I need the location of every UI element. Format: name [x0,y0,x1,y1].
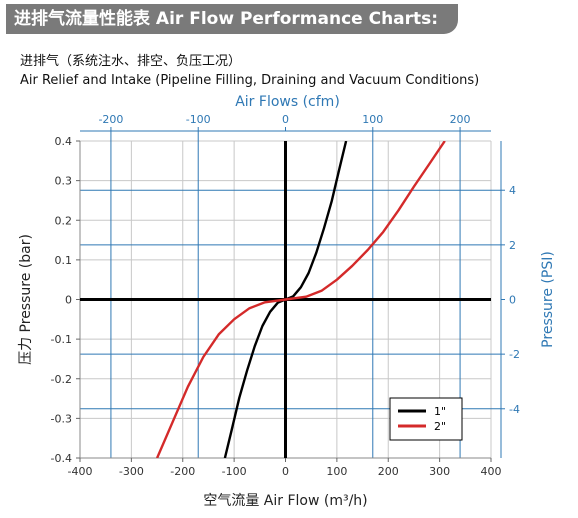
chart-banner-title: 进排气流量性能表 Air Flow Performance Charts: [6,4,458,34]
legend-label-1: 1" [434,405,446,418]
top-tick-label: 100 [362,113,383,126]
right-tick-label: -4 [509,403,520,416]
y-tick-label: 0.4 [55,135,73,148]
top-tick-label: 0 [282,113,289,126]
x-tick-label: -300 [119,465,144,478]
top-tick-label: -100 [186,113,211,126]
x-tick-label: 0 [282,465,289,478]
series-line-2 [155,141,446,458]
y-tick-label: 0.1 [55,254,73,267]
x-tick-label: 200 [378,465,399,478]
x-tick-label: -100 [222,465,247,478]
top-tick-label: 200 [450,113,471,126]
y-axis-title: 压力 Pressure (bar) [18,234,34,365]
x-tick-label: -200 [170,465,195,478]
y-tick-label: 0 [65,294,72,307]
subtitle-english: Air Relief and Intake (Pipeline Filling,… [20,73,480,88]
subtitle-chinese: 进排气（系统注水、排空、负压工况） [20,54,242,69]
legend-label-2: 2" [434,420,446,433]
y-tick-label: -0.3 [51,412,72,425]
labels-layer: -400 -300 -200 -100 0 100 200 300 4000.40.30.20.… [18,94,556,509]
y-tick-label: 0.3 [55,175,73,188]
right-axis-title: Pressure (PSI) [540,251,556,348]
y-tick-label: 0.2 [55,214,73,227]
right-tick-label: 4 [509,184,516,197]
y-tick-label: -0.1 [51,333,72,346]
legend-box [389,397,463,441]
right-tick-label: 2 [509,239,516,252]
top-tick-label: -200 [98,113,123,126]
right-tick-label: 0 [509,294,516,307]
y-tick-label: -0.4 [51,452,72,465]
right-tick-label: -2 [509,348,520,361]
top-axis-title: Air Flows (cfm) [235,94,340,110]
y-tick-label: -0.2 [51,373,72,386]
x-tick-label: -400 [68,465,93,478]
x-tick-label: 400 [481,465,502,478]
x-tick-label: 300 [429,465,450,478]
legend: 1"2" [389,397,463,441]
series-layer [155,141,446,458]
x-axis-title: 空气流量 Air Flow (m³/h) [203,493,367,509]
x-tick-label: 100 [326,465,347,478]
